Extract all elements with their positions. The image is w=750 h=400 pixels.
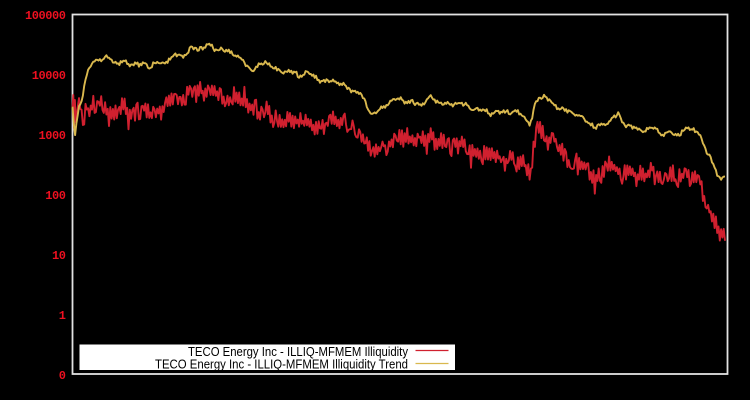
svg-text:1: 1 — [59, 309, 66, 323]
svg-text:10000: 10000 — [32, 69, 66, 83]
svg-text:TECO Energy Inc - ILLIQ-MFMEM: TECO Energy Inc - ILLIQ-MFMEM Illiquidit… — [155, 358, 408, 372]
svg-text:10: 10 — [52, 249, 66, 263]
svg-text:100: 100 — [45, 189, 66, 203]
svg-text:0: 0 — [59, 369, 66, 383]
svg-text:TECO Energy Inc - ILLIQ-MFMEM: TECO Energy Inc - ILLIQ-MFMEM Illiquidit… — [188, 345, 409, 359]
svg-text:100000: 100000 — [25, 9, 66, 23]
svg-text:1000: 1000 — [38, 129, 65, 143]
